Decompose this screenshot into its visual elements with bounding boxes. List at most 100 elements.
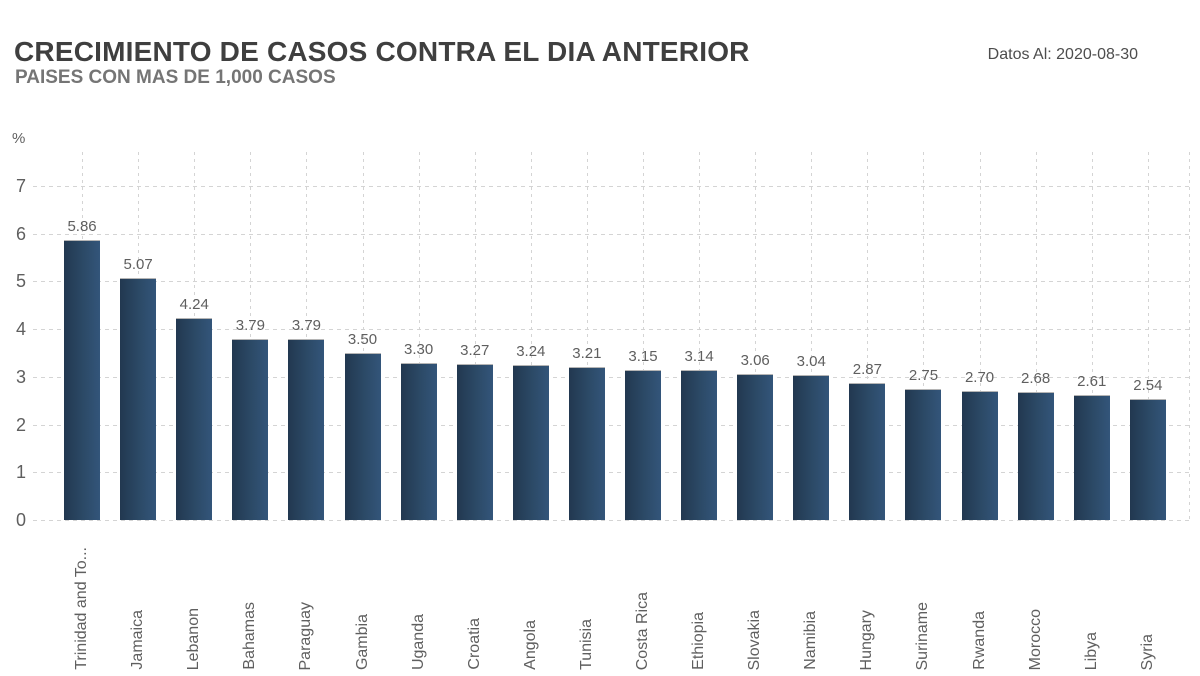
v-gridline [250,152,252,520]
y-tick-label: 0 [15,510,26,530]
v-gridline [979,152,981,520]
bar-namibia[interactable] [793,374,830,520]
x-axis-label-cell: Croatia [447,524,503,670]
bar-croatia[interactable] [456,363,493,520]
bar-value-label: 3.79 [291,317,322,335]
x-axis-label: Lebanon [185,607,203,670]
bar-paraguay[interactable] [288,339,325,520]
v-gridline [755,152,757,520]
x-axis-label-cell: Namibia [783,524,839,670]
bar-value-label: 5.86 [67,218,97,236]
bar-angola[interactable] [512,365,549,520]
x-axis-label: Uganda [409,613,427,670]
bar-value-label: 5.07 [123,256,153,274]
y-tick-label: 1 [15,462,26,483]
bar-lebanon[interactable] [176,317,213,520]
bar-jamaica[interactable] [120,278,157,520]
chart-title: CRECIMIENTO DE CASOS CONTRA EL DIA ANTER… [14,36,750,67]
bar-slovakia[interactable] [737,374,774,520]
x-axis-label-cell: Gambia [334,524,390,670]
bar-column: 3.30 [391,152,447,520]
x-axis-label-cell: Trinidad and To... [54,524,110,670]
bar-value-label: 3.24 [516,343,546,361]
x-axis-label-cell: Uganda [391,524,447,670]
x-axis-labels: Trinidad and To... Jamaica Lebanon Bahamas P… [54,524,1176,670]
bar-column: 3.79 [222,152,278,520]
bar-value-label: 2.70 [964,369,995,387]
bar-value-label: 4.24 [179,295,209,313]
v-gridline-right-edge [1189,152,1190,520]
bar-column: 5.86 [54,152,110,520]
bar-uganda[interactable] [400,362,437,520]
y-tick-label: 7 [15,176,26,196]
x-axis-label: Ethiopia [690,612,708,670]
bar-syria[interactable] [1129,398,1166,520]
bar-tunisia[interactable] [568,366,605,520]
bar-column: 3.14 [671,152,727,520]
bar-value-label: 2.61 [1077,373,1107,391]
x-axis-label: Croatia [465,618,483,670]
chart-subtitle: PAISES CON MAS DE 1,000 CASOS [15,67,336,88]
bar-value-label: 3.50 [347,331,378,348]
bar-value-label: 3.21 [572,344,602,362]
y-tick-label: 6 [15,223,26,244]
y-axis-unit-label: % [12,130,26,147]
bar-value-label: 3.27 [460,341,490,359]
x-axis-label-cell: Angola [503,524,559,670]
y-tick-label: 4 [15,319,26,340]
v-gridline [474,152,476,520]
v-gridline [699,152,701,520]
x-axis-label: Paraguay [297,601,315,671]
bar-column: 3.79 [278,152,334,520]
bar-column: 2.61 [1064,152,1120,520]
v-gridline [418,152,420,520]
bar-column: 2.68 [1008,152,1064,520]
bar-column: 5.07 [110,152,166,520]
v-gridline [530,152,532,520]
bar-column: 3.27 [447,152,503,520]
bar-column: 2.70 [952,152,1008,520]
x-axis-label: Bahamas [241,602,259,670]
v-gridline [923,152,925,520]
x-axis-label: Morocco [1026,608,1044,670]
bar-gambia[interactable] [344,353,381,520]
bar-column: 2.87 [839,152,895,520]
x-axis-label: Tunisia [577,619,595,670]
bar-column: 4.24 [166,152,222,520]
data-as-of-label: Datos Al: 2020-08-30 [987,46,1138,63]
bar-ethiopia[interactable] [681,370,718,520]
bar-value-label: 2.87 [852,361,882,379]
bar-value-label: 3.15 [628,347,658,365]
bar-column: 2.54 [1120,152,1176,520]
x-axis-label-cell: Syria [1120,524,1176,670]
bar-hungary[interactable] [849,383,886,520]
x-axis-label: Rwanda [970,611,988,670]
v-gridline [811,152,813,520]
bar-value-label: 3.79 [235,317,265,335]
x-axis-label: Hungary [858,609,876,670]
x-axis-label: Syria [1138,633,1156,670]
bar-libya[interactable] [1073,395,1110,520]
bar-morocco[interactable] [1017,392,1054,520]
x-axis-label: Jamaica [129,610,147,670]
v-gridline [1035,152,1037,520]
x-axis-label-cell: Bahamas [222,524,278,670]
bar-column: 3.50 [334,152,390,520]
bar-bahamas[interactable] [232,339,269,520]
bar-column: 3.24 [503,152,559,520]
v-gridline [586,152,588,520]
bar-value-label: 2.54 [1133,376,1163,394]
x-axis-label: Namibia [802,611,820,670]
v-gridline [1091,152,1093,520]
bar-suriname[interactable] [905,388,942,520]
x-axis-label: Gambia [353,613,371,670]
bar-rwanda[interactable] [961,391,998,520]
v-gridline [306,152,308,520]
bar-costa-rica[interactable] [624,369,661,520]
bar-trinidad-and-to[interactable] [64,240,101,520]
x-axis-label: Trinidad and To... [73,547,91,670]
v-gridline [362,152,364,520]
x-axis-label-cell: Lebanon [166,524,222,670]
bar-value-label: 3.06 [740,352,770,369]
bar-value-label: 2.75 [908,366,939,384]
